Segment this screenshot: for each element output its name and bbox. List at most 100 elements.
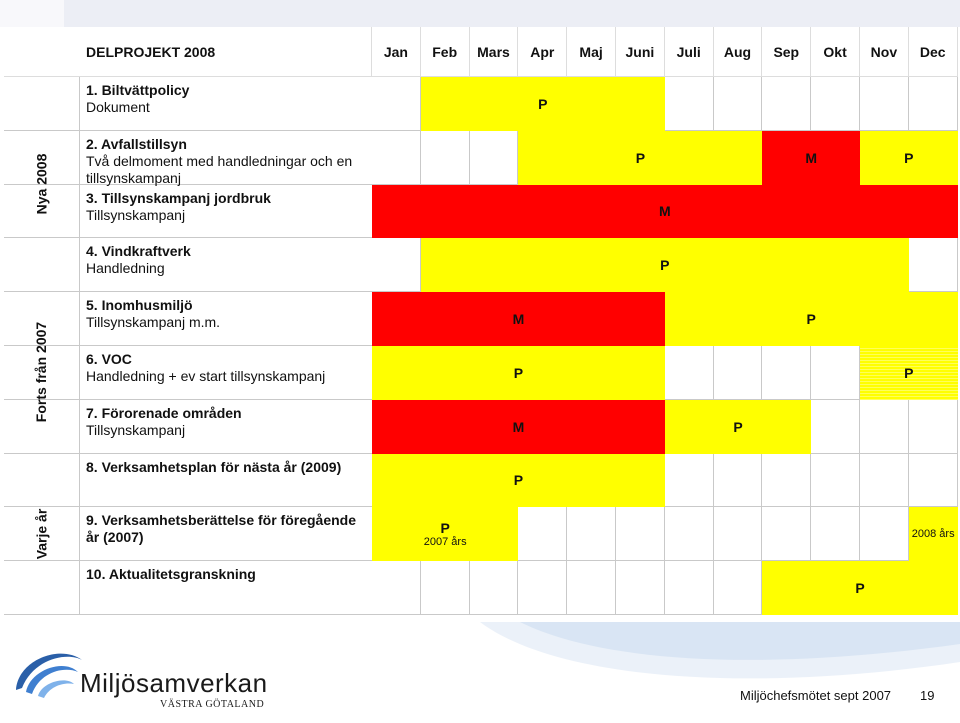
month-cell: [664, 346, 714, 400]
task-name: 5. Inomhusmiljö: [86, 297, 193, 314]
bar-label: P: [904, 364, 914, 381]
task-description: Dokument: [86, 99, 150, 115]
group-label-text: Forts från 2007: [33, 322, 50, 423]
bar-label: P: [513, 364, 524, 381]
month-cell: [860, 399, 909, 454]
task-description: Tillsynskampanj: [86, 206, 186, 223]
month-header: Juli: [664, 27, 714, 77]
logo-name: Miljösamverkan: [80, 668, 268, 698]
month-cell: [811, 507, 860, 562]
month-cell: [860, 453, 909, 508]
bar-p: P: [518, 130, 763, 185]
task-name: 8. Verksamhetsplan för nästa år (2009): [86, 458, 342, 475]
month-cell: [518, 507, 568, 562]
month-cell: [372, 77, 421, 131]
month-cell: [811, 453, 860, 508]
group-label: Nya 2008: [4, 77, 80, 293]
task-name: 10. Aktualitetsgranskning: [86, 566, 256, 583]
group-label: Forts från 2007: [4, 292, 80, 454]
bar-m: M: [372, 184, 958, 239]
month-cell: [567, 507, 616, 562]
month-cell: [713, 346, 763, 400]
logo-region: VÄSTRA GÖTALAND: [160, 699, 265, 710]
task-row: 10. Aktualitetsgranskning: [4, 561, 372, 615]
footer-text: Miljöchefsmötet sept 2007: [740, 688, 892, 703]
month-header: Jan: [372, 27, 421, 77]
bar-m: M: [372, 292, 665, 346]
task-description: Handledning + ev start tillsynskampanj: [86, 368, 326, 384]
bar-p: P: [664, 292, 958, 346]
bar-label: P: [904, 149, 914, 166]
month-cell: [713, 77, 763, 131]
month-header: Nov: [860, 27, 909, 77]
bar-label: M: [805, 149, 818, 166]
footer: [0, 622, 960, 723]
month-header: Okt: [811, 27, 860, 77]
month-cell: [372, 238, 421, 293]
task-description: Tillsynskampanj: [86, 421, 186, 438]
month-cell: [762, 453, 812, 508]
task-name: 4. Vindkraftverk: [86, 243, 191, 260]
task-description: Tillsynskampanj m.m.: [86, 314, 221, 331]
month-cell: [811, 399, 860, 454]
task-row: 6. VOC Handledning + ev start tillsynskam…: [4, 346, 372, 400]
month-cell: [420, 561, 470, 615]
month-header: Dec: [908, 27, 958, 77]
bar-label: P: [733, 418, 743, 435]
month-cell: [664, 507, 714, 562]
month-cell: [616, 507, 665, 562]
month-cell: [860, 507, 909, 562]
task-name: 9. Verksamhetsberättelse för föregående …: [86, 512, 357, 546]
month-cell: [616, 561, 665, 615]
task-row: 7. Förorenade områden Tillsynskampanj: [4, 400, 372, 454]
task-description: Handledning: [86, 260, 165, 277]
month-cell: [908, 399, 958, 454]
table-title: DELPROJEKT 2008: [4, 27, 372, 77]
task-row: 4. Vindkraftverk Handledning: [4, 238, 372, 293]
task-row: 2. Avfallstillsyn Två delmoment med handl…: [4, 131, 372, 186]
task-row: 1. Biltvättpolicy Dokument: [4, 77, 372, 131]
bar-label: P: [513, 472, 524, 489]
task-row: 8. Verksamhetsplan för nästa år (2009): [4, 454, 372, 508]
month-cell: [713, 507, 763, 562]
task-name: 2. Avfallstillsyn: [86, 135, 187, 152]
month-cell: [811, 77, 860, 131]
month-header: Juni: [616, 27, 665, 77]
month-header: Apr: [518, 27, 568, 77]
bar-label: P: [538, 95, 548, 112]
bar-p: P 2007 års: [372, 507, 519, 562]
logo-swoosh-icon: [16, 653, 82, 698]
bar-p: P: [664, 399, 812, 454]
bar-label: M: [512, 311, 525, 328]
bar-p: P: [372, 346, 665, 400]
task-name: 1. Biltvättpolicy: [86, 82, 190, 98]
task-row: 9. Verksamhetsberättelse för föregående …: [4, 507, 372, 562]
month-header: Aug: [713, 27, 763, 77]
month-cell: [762, 507, 812, 562]
bar-m: M: [372, 399, 665, 454]
bar-sublabel: 2007 års: [423, 536, 467, 549]
bar-p: P: [860, 346, 958, 400]
month-cell: [811, 346, 860, 400]
group-label-text: Varje år: [33, 508, 50, 560]
bar-label: P: [855, 580, 865, 597]
task-description: Två delmoment med handledningar och en t…: [86, 152, 353, 186]
bar-label: P: [806, 311, 816, 328]
month-header: Maj: [567, 27, 616, 77]
background-swoosh-icon: [480, 622, 960, 679]
month-cell: [518, 561, 568, 615]
bar-label: P: [440, 520, 450, 537]
month-cell: [762, 77, 812, 131]
bar-sublabel: 2008 års: [911, 528, 955, 541]
bar-label: P: [635, 149, 646, 166]
bar-label: P: [660, 257, 670, 274]
top-band: [0, 0, 960, 27]
task-row: 3. Tillsynskampanj jordbruk Tillsynskampa…: [4, 185, 372, 239]
group-label: Varje år: [4, 453, 80, 615]
task-row: 5. Inomhusmiljö Tillsynskampanj m.m.: [4, 292, 372, 346]
bar-p: P: [420, 77, 665, 131]
month-cell: [908, 453, 958, 508]
bar-p: P: [420, 238, 909, 293]
month-header: Sep: [762, 27, 812, 77]
month-cell: [372, 130, 421, 185]
